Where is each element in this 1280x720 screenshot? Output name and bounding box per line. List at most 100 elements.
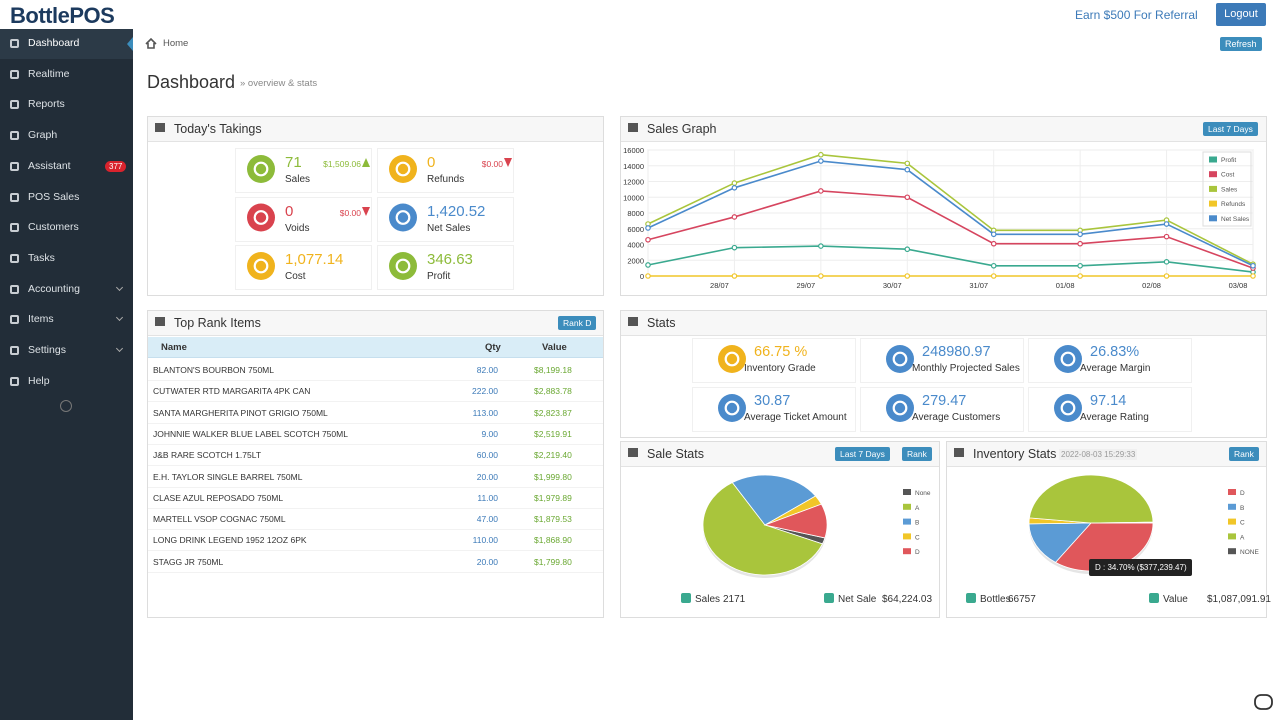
takings-amount: $0.00 (339, 207, 361, 218)
x-tick-label: 28/07 (710, 281, 729, 290)
logo[interactable]: BottlePOS (10, 3, 115, 28)
point (904, 166, 911, 173)
rank-button[interactable]: Rank (1229, 447, 1259, 461)
stats-cell (860, 387, 1024, 432)
menu-item[interactable]: Customers (28, 221, 79, 234)
item-value: $1,979.89 (534, 492, 572, 503)
point (731, 214, 738, 220)
footer-icon (1149, 593, 1159, 603)
menu-item[interactable]: Accounting (28, 282, 80, 295)
menu-icon (10, 346, 19, 355)
row-divider (148, 486, 603, 488)
point (1077, 240, 1083, 247)
menu-item[interactable]: Tasks (28, 251, 55, 264)
menu-item[interactable]: Realtime (28, 67, 70, 80)
legend-label: C (1240, 520, 1245, 527)
menu-item[interactable]: POS Sales (28, 190, 80, 203)
trend-arrow (362, 158, 370, 167)
sales-graph-panel: Sales Graph Last 7 Days (620, 116, 1267, 296)
logout-button[interactable]: Logout (1216, 3, 1266, 26)
stats-label: Monthly Projected Sales (912, 363, 1020, 374)
point (990, 273, 997, 279)
menu-icon (10, 376, 19, 386)
menu-item[interactable]: Help (28, 374, 50, 387)
rank-button[interactable]: Rank (902, 447, 932, 461)
row-divider (148, 507, 603, 509)
item-value: $2,883.78 (534, 386, 572, 397)
menu-item[interactable]: Graph (28, 129, 58, 142)
breadcrumb[interactable]: Home (163, 38, 189, 49)
icon-glyph (395, 161, 411, 177)
item-name: J&B RARE SCOTCH 1.75LT (153, 450, 262, 461)
x-tick-label: 01/08 (1056, 281, 1075, 290)
item-name: CLASE AZUL REPOSADO 750ML (153, 492, 284, 503)
point (731, 244, 738, 251)
row-divider (148, 465, 603, 467)
menu-item[interactable]: Settings (28, 344, 66, 356)
icon-circle (718, 394, 746, 422)
legend-swatch (903, 489, 911, 495)
footer-icon (681, 593, 691, 603)
icon-circle (247, 252, 275, 280)
menu-item[interactable]: Dashboard (28, 37, 80, 49)
icon-circle (389, 203, 417, 232)
series-line (647, 153, 1254, 265)
menu-item[interactable]: Assistant (28, 159, 71, 172)
footer-label: Sales (695, 594, 720, 605)
point (1077, 231, 1083, 238)
legend-swatch (1228, 503, 1236, 510)
panel-icon (628, 448, 638, 457)
icon-glyph (724, 351, 740, 367)
menu-icon (10, 192, 19, 202)
x-tick-label: 30/07 (883, 281, 902, 290)
stats-value: 279.47 (922, 393, 967, 409)
takings-cell (235, 196, 372, 242)
icon-glyph (395, 258, 411, 274)
rank-button[interactable]: Rank D (558, 316, 597, 330)
footer-label: Bottles (980, 594, 1011, 605)
icon-glyph (1060, 351, 1076, 367)
icon-glyph (253, 258, 269, 274)
point (1163, 273, 1170, 279)
x-tick-label: 02/08 (1142, 281, 1161, 290)
menu-icon (10, 69, 19, 79)
collapse-button[interactable] (60, 400, 72, 412)
stats-value: 248980.97 (922, 344, 991, 360)
takings-value: 0 (427, 154, 436, 171)
icon-circle (886, 394, 914, 422)
y-tick-label: 6000 (627, 225, 644, 234)
refresh-button[interactable]: Refresh (1220, 37, 1262, 51)
point (818, 151, 824, 158)
stats-value: 97.14 (1090, 393, 1127, 409)
legend-label: B (915, 520, 919, 527)
legend-box (1202, 151, 1252, 227)
pie-slice (731, 474, 817, 526)
column-header[interactable]: Name (161, 342, 187, 353)
referral-link[interactable]: Earn $500 For Referral (1075, 8, 1198, 22)
range-button[interactable]: Last 7 Days (835, 447, 890, 461)
takings-label: Profit (427, 271, 451, 282)
legend-swatch (1228, 533, 1236, 540)
legend-label: Cost (1221, 172, 1235, 179)
column-header[interactable]: Value (542, 342, 567, 353)
item-name: LONG DRINK LEGEND 1952 12OZ 6PK (153, 535, 307, 546)
point (1163, 259, 1170, 265)
legend-swatch (1228, 518, 1236, 525)
item-qty: 222.00 (472, 386, 498, 397)
stats-cell (692, 387, 856, 432)
point (1077, 273, 1083, 279)
item-value: $1,999.80 (534, 471, 572, 482)
legend-label: Refunds (1221, 201, 1246, 208)
menu-item[interactable]: Items (28, 313, 54, 326)
legend-swatch (1228, 489, 1236, 495)
active-arrow (127, 37, 133, 51)
menu-item[interactable]: Reports (28, 98, 65, 111)
takings-label: Cost (285, 271, 306, 282)
range-button[interactable]: Last 7 Days (1203, 122, 1258, 136)
page-subtitle: » overview & stats (240, 78, 318, 89)
menu-icon (10, 315, 19, 325)
takings-label: Refunds (427, 174, 465, 185)
point (1163, 233, 1170, 240)
column-header[interactable]: Qty (485, 342, 501, 353)
